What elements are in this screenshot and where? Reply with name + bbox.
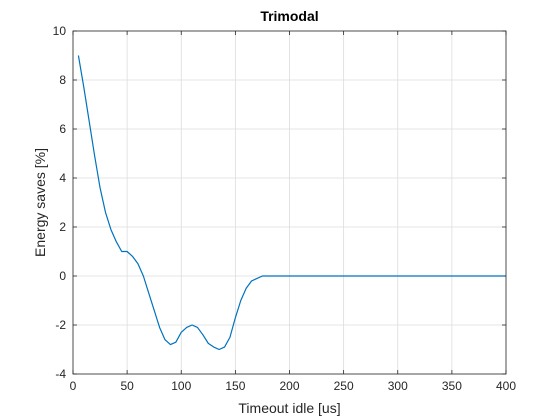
- chart-title: Trimodal: [260, 8, 318, 24]
- axes-box: [72, 30, 507, 375]
- x-tick-label: 350: [442, 379, 462, 393]
- series-line: [77, 55, 506, 351]
- x-tick-label: 300: [388, 379, 408, 393]
- x-tick-label: 200: [279, 379, 299, 393]
- x-tick-label: 0: [70, 379, 77, 393]
- x-tick-label: 100: [171, 379, 191, 393]
- x-tick-label: 400: [496, 379, 516, 393]
- series-group: [77, 55, 506, 351]
- y-tick-label: 4: [59, 171, 66, 185]
- y-tick-label: 0: [59, 269, 66, 283]
- y-tick-label: 6: [59, 122, 66, 136]
- tick-labels: 0 50 100 150 200 250 300 350 400 -4 -2 0 2 4 6 8 10: [53, 24, 517, 393]
- y-axis-label: Energy saves [%]: [32, 148, 48, 257]
- y-tick-label: 10: [53, 24, 67, 38]
- x-axis-label: Timeout idle [us]: [238, 400, 340, 416]
- y-tick-label: 2: [59, 220, 66, 234]
- y-tick-label: 8: [59, 73, 66, 87]
- y-tick-label: -2: [55, 318, 66, 332]
- x-tick-label: 150: [225, 379, 245, 393]
- y-tick-label: -4: [55, 367, 66, 381]
- x-tick-label: 50: [120, 379, 134, 393]
- x-tick-label: 250: [334, 379, 354, 393]
